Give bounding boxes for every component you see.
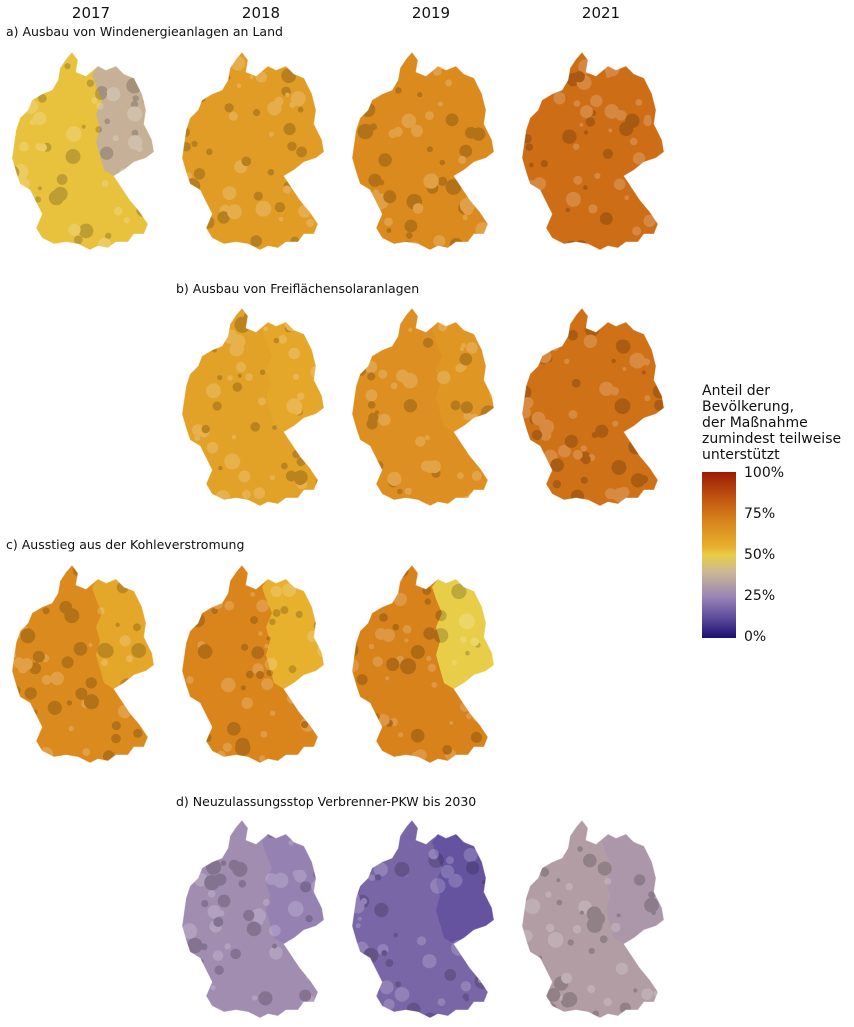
year-header-2021: 2021 xyxy=(581,4,621,22)
east-region-fill xyxy=(602,322,664,432)
east-region-fill xyxy=(432,66,494,176)
east-region-fill xyxy=(92,579,154,689)
panel-title-d: d) Neuzulassungsstop Verbrenner-PKW bis … xyxy=(176,794,477,809)
map-a-2021 xyxy=(516,44,676,259)
legend-label-0: 0% xyxy=(744,629,767,645)
panel-title-b: b) Ausbau von Freiflächensolaranlagen xyxy=(176,281,420,296)
map-c-2017 xyxy=(6,557,166,772)
map-svg xyxy=(181,51,325,251)
legend-label-75: 75% xyxy=(744,506,776,522)
legend-title-line: zumindest teilweise xyxy=(702,431,842,447)
legend-label-50: 50% xyxy=(744,547,776,563)
east-region-fill xyxy=(262,322,324,432)
legend-title-line: unterstützt xyxy=(702,447,780,463)
year-header-2018: 2018 xyxy=(241,4,281,22)
germany-outline xyxy=(351,51,495,251)
map-a-2017 xyxy=(6,44,166,259)
east-region-fill xyxy=(262,579,324,689)
map-svg xyxy=(521,819,665,1019)
map-b-2021 xyxy=(516,300,676,515)
legend-tick xyxy=(736,637,742,638)
legend-tick xyxy=(736,556,742,557)
germany-outline xyxy=(11,564,155,764)
germany-outline xyxy=(351,307,495,507)
map-svg xyxy=(521,307,665,507)
legend-title-line: Anteil der xyxy=(702,383,771,399)
germany-outline xyxy=(351,819,495,1019)
east-region-fill xyxy=(432,579,494,689)
legend-label-100: 100% xyxy=(744,465,785,481)
legend-title-line: Bevölkerung, xyxy=(702,399,795,415)
map-svg xyxy=(351,307,495,507)
east-region-fill xyxy=(602,834,664,944)
map-a-2019 xyxy=(346,44,506,259)
legend-tick xyxy=(736,515,742,516)
germany-outline xyxy=(351,564,495,764)
map-svg xyxy=(181,819,325,1019)
germany-outline xyxy=(521,819,665,1019)
map-a-2018 xyxy=(176,44,336,259)
germany-outline xyxy=(521,51,665,251)
map-svg xyxy=(181,307,325,507)
legend-label-25: 25% xyxy=(744,588,776,604)
map-c-2019 xyxy=(346,557,506,772)
legend-title-line: der Maßnahme xyxy=(702,415,808,431)
east-region-fill xyxy=(432,834,494,944)
germany-outline xyxy=(181,819,325,1019)
map-svg xyxy=(351,51,495,251)
legend-title: Anteil der Bevölkerung, der Maßnahme zum… xyxy=(702,383,852,463)
map-b-2019 xyxy=(346,300,506,515)
map-svg xyxy=(351,819,495,1019)
map-d-2018 xyxy=(176,812,336,1027)
map-svg xyxy=(521,51,665,251)
map-svg xyxy=(181,564,325,764)
legend-tick xyxy=(736,597,742,598)
map-c-2018 xyxy=(176,557,336,772)
map-b-2018 xyxy=(176,300,336,515)
map-svg xyxy=(351,564,495,764)
legend-color-bar xyxy=(702,472,736,638)
east-region-fill xyxy=(262,66,324,176)
east-region-fill xyxy=(92,66,154,176)
east-region-fill xyxy=(262,834,324,944)
germany-outline xyxy=(11,51,155,251)
map-d-2019 xyxy=(346,812,506,1027)
year-header-2017: 2017 xyxy=(71,4,111,22)
germany-outline xyxy=(181,307,325,507)
germany-outline xyxy=(521,307,665,507)
year-header-2019: 2019 xyxy=(411,4,451,22)
map-svg xyxy=(11,564,155,764)
map-svg xyxy=(11,51,155,251)
panel-title-c: c) Ausstieg aus der Kohleverstromung xyxy=(6,537,245,552)
map-d-2021 xyxy=(516,812,676,1027)
panel-title-a: a) Ausbau von Windenergieanlagen an Land xyxy=(6,24,283,39)
legend-tick xyxy=(736,474,742,475)
east-region-fill xyxy=(432,322,494,432)
germany-outline xyxy=(181,51,325,251)
east-region-fill xyxy=(602,66,664,176)
germany-outline xyxy=(181,564,325,764)
